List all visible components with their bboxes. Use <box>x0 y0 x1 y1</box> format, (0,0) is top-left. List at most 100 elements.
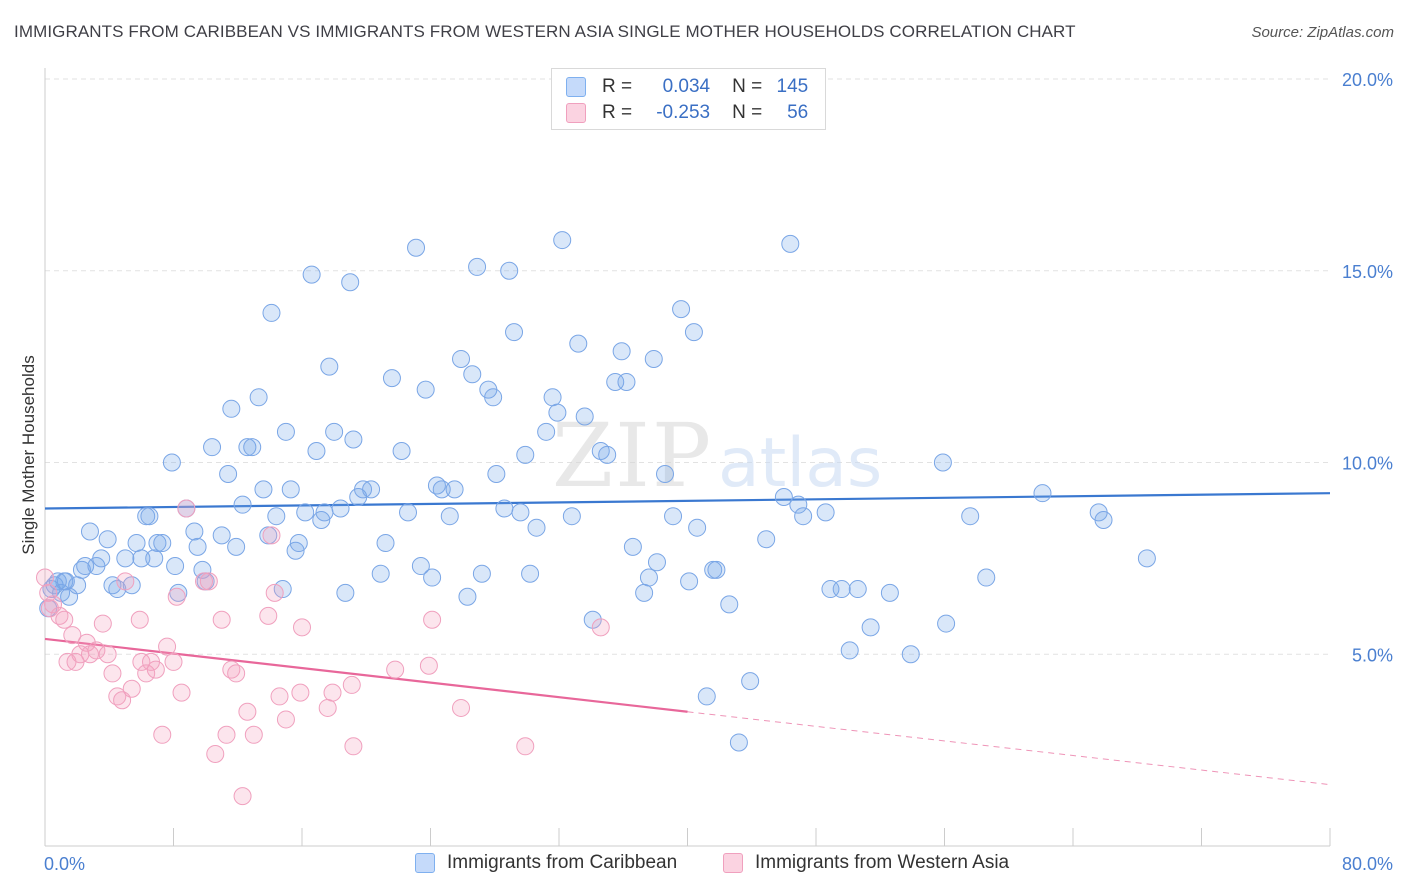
data-point-caribbean <box>933 453 952 472</box>
data-point-caribbean <box>562 507 581 526</box>
stats-row-western-asia: R = -0.253 N = 56 <box>566 100 808 126</box>
data-point-western-asia <box>40 599 59 618</box>
data-point-caribbean <box>243 438 262 457</box>
data-point-caribbean <box>553 231 572 250</box>
data-point-western-asia <box>244 725 263 744</box>
data-point-caribbean <box>445 480 464 499</box>
stats-r-value: -0.253 <box>656 102 711 123</box>
data-point-caribbean <box>336 583 355 602</box>
data-point-caribbean <box>281 480 300 499</box>
data-point-caribbean <box>166 557 185 576</box>
series-western-asia-points <box>36 499 610 806</box>
legend-item-caribbean[interactable]: Immigrants from Caribbean <box>415 852 677 874</box>
data-point-western-asia <box>122 679 141 698</box>
data-point-caribbean <box>757 530 776 549</box>
watermark-zip: ZIP <box>552 404 713 507</box>
data-point-caribbean <box>1137 549 1156 568</box>
stats-n-label: N = <box>732 76 763 97</box>
trend-lines <box>44 492 1331 786</box>
data-point-caribbean <box>238 438 257 457</box>
data-point-caribbean <box>781 234 800 253</box>
watermark: ZIP atlas <box>552 404 882 507</box>
data-point-caribbean <box>371 564 390 583</box>
y-axis-label: Single Mother Households <box>19 355 38 554</box>
data-point-caribbean <box>505 323 524 342</box>
data-point-caribbean <box>463 365 482 384</box>
data-point-caribbean <box>325 422 344 441</box>
data-point-western-asia <box>323 683 342 702</box>
data-point-western-asia <box>158 637 177 656</box>
stats-n-label: N = <box>732 102 763 123</box>
data-point-western-asia <box>291 683 310 702</box>
data-point-caribbean <box>315 503 334 522</box>
data-point-caribbean <box>132 549 151 568</box>
data-point-western-asia <box>591 618 610 637</box>
data-point-caribbean <box>382 369 401 388</box>
chart-title: IMMIGRANTS FROM CARIBBEAN VS IMMIGRANTS … <box>14 22 1076 41</box>
data-point-western-asia <box>103 664 122 683</box>
legend-swatch-caribbean <box>415 853 435 873</box>
data-point-caribbean <box>56 572 75 591</box>
legend-swatch-western-asia <box>723 853 743 873</box>
data-point-caribbean <box>1033 484 1052 503</box>
data-point-caribbean <box>880 583 899 602</box>
data-point-western-asia <box>137 664 156 683</box>
stats-row-caribbean: R = 0.034 N = 145 <box>566 74 808 100</box>
data-point-caribbean <box>794 507 813 526</box>
data-point-caribbean <box>233 495 252 514</box>
data-point-caribbean <box>516 445 535 464</box>
data-point-western-asia <box>130 610 149 629</box>
data-point-caribbean <box>521 564 540 583</box>
legend-label-western-asia: Immigrants from Western Asia <box>755 852 1010 873</box>
data-point-caribbean <box>148 534 167 553</box>
data-point-caribbean <box>569 334 588 353</box>
data-point-caribbean <box>684 323 703 342</box>
data-point-caribbean <box>399 503 418 522</box>
data-point-caribbean <box>639 568 658 587</box>
data-point-caribbean <box>296 503 315 522</box>
series-caribbean-points <box>39 231 1156 752</box>
data-point-caribbean <box>416 380 435 399</box>
data-point-caribbean <box>468 257 487 276</box>
legend-label-caribbean: Immigrants from Caribbean <box>447 852 678 873</box>
data-point-western-asia <box>227 664 246 683</box>
trend-line-caribbean <box>44 492 1331 510</box>
data-point-caribbean <box>423 568 442 587</box>
y-tick-label: 20.0% <box>1342 70 1393 90</box>
y-tick-labels: 5.0% 10.0% 15.0% 20.0% <box>1342 70 1393 665</box>
data-point-western-asia <box>318 698 337 717</box>
data-point-western-asia <box>386 660 405 679</box>
data-point-caribbean <box>140 507 159 526</box>
data-point-caribbean <box>227 537 246 556</box>
data-point-caribbean <box>672 300 691 319</box>
data-point-caribbean <box>307 441 326 460</box>
data-point-caribbean <box>901 645 920 664</box>
data-point-caribbean <box>774 488 793 507</box>
data-point-caribbean <box>432 480 451 499</box>
data-point-western-asia <box>164 652 183 671</box>
data-point-caribbean <box>656 465 675 484</box>
data-point-caribbean <box>80 522 99 541</box>
data-point-caribbean <box>341 273 360 292</box>
legend-item-western-asia[interactable]: Immigrants from Western Asia <box>723 852 1009 874</box>
data-point-western-asia <box>423 610 442 629</box>
data-point-caribbean <box>411 557 430 576</box>
data-point-western-asia <box>172 683 191 702</box>
data-point-caribbean <box>720 595 739 614</box>
x-tick-labels: 0.0% 80.0% <box>44 854 1393 874</box>
data-point-western-asia <box>342 675 361 694</box>
data-point-caribbean <box>500 261 519 280</box>
data-point-caribbean <box>644 349 663 368</box>
grid-lines <box>45 78 1330 655</box>
axes <box>44 68 1331 847</box>
data-point-western-asia <box>516 737 535 756</box>
data-point-caribbean <box>320 357 339 376</box>
data-point-western-asia <box>55 610 74 629</box>
data-point-western-asia <box>217 725 236 744</box>
data-point-caribbean <box>598 445 617 464</box>
data-point-western-asia <box>206 744 225 763</box>
data-point-caribbean <box>840 641 859 660</box>
data-point-caribbean <box>688 518 707 537</box>
data-point-caribbean <box>162 453 181 472</box>
data-point-western-asia <box>276 710 295 729</box>
